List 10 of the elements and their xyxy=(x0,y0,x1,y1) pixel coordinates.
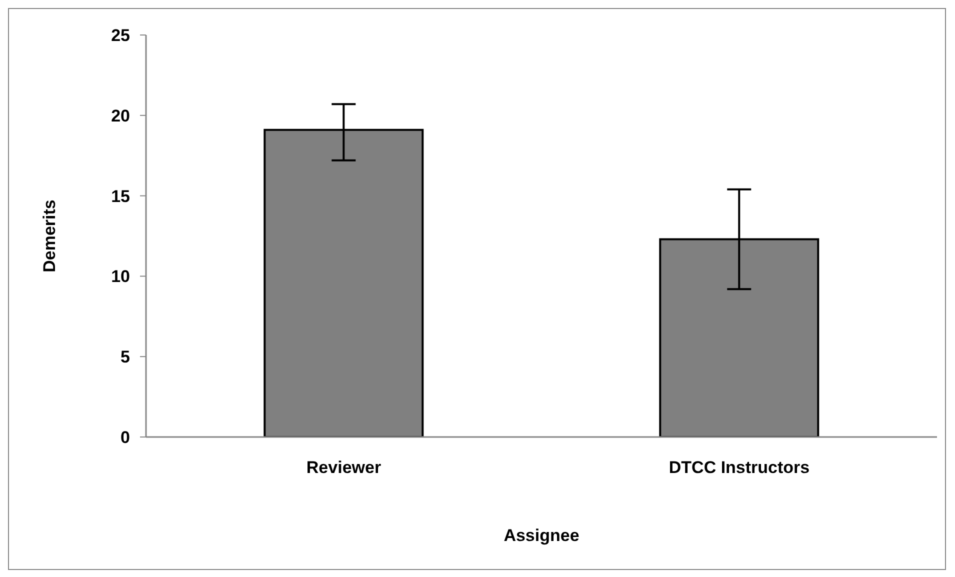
y-tick-label: 10 xyxy=(111,267,130,286)
y-tick-label: 0 xyxy=(120,428,130,448)
x-tick-label: Reviewer xyxy=(306,458,382,478)
y-tick-label: 15 xyxy=(111,186,130,206)
y-tick-label: 20 xyxy=(111,106,130,126)
x-tick-label: DTCC Instructors xyxy=(668,458,810,478)
x-axis-title: Assignee xyxy=(504,526,580,545)
y-tick-label: 5 xyxy=(120,348,130,367)
y-tick-label: 25 xyxy=(111,26,130,46)
y-axis-title: Demerits xyxy=(40,200,60,272)
